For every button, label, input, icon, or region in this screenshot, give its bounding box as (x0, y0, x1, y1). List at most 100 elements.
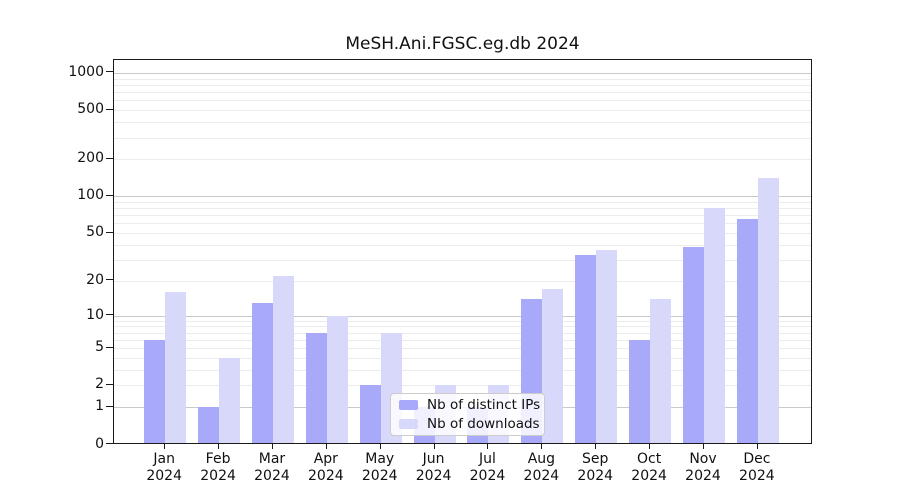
bar-downloads (757, 178, 779, 444)
bar-downloads (219, 357, 241, 444)
y-tick-label: 100 (77, 187, 104, 204)
legend-entry: Nb of distinct IPs (399, 397, 540, 413)
y-tick-mark (106, 157, 113, 159)
month-label: Jan (153, 451, 175, 467)
gridline-minor (114, 159, 811, 161)
x-tick-mark (325, 444, 327, 449)
legend-label: Nb of downloads (427, 416, 540, 432)
y-tick-mark (106, 108, 113, 110)
year-label: 2024 (254, 468, 290, 484)
x-tick-label: Feb 2024 (188, 451, 248, 485)
bar-downloads (326, 315, 348, 444)
x-tick-mark (541, 444, 543, 449)
y-tick-mark (106, 383, 113, 385)
bar-downloads (542, 289, 564, 444)
gridline-minor (114, 320, 811, 322)
gridline-minor (114, 339, 811, 341)
chart-title: MeSH.Ani.FGSC.eg.db 2024 (345, 34, 580, 54)
month-label: May (365, 451, 395, 467)
x-tick-label: Nov 2024 (673, 451, 733, 485)
gridline-minor (114, 357, 811, 359)
gridline-minor (114, 208, 811, 210)
plot-area (113, 59, 812, 444)
y-tick-label: 50 (86, 224, 104, 241)
year-label: 2024 (685, 468, 721, 484)
y-tick-mark (106, 71, 113, 73)
y-tick-label: 20 (86, 271, 104, 288)
gridline-minor (114, 332, 811, 334)
month-label: Mar (258, 451, 286, 467)
bar-distinct-ips (629, 339, 651, 444)
y-tick-label: 0 (95, 435, 104, 452)
bar-distinct-ips (144, 339, 166, 444)
month-label: Apr (313, 451, 338, 467)
gridline-minor (114, 92, 811, 94)
gridline-minor (114, 100, 811, 102)
x-tick-mark (595, 444, 597, 449)
legend-label: Nb of distinct IPs (427, 397, 541, 413)
x-tick-label: Mar 2024 (242, 451, 302, 485)
gridline-major (114, 315, 811, 317)
x-tick-mark (164, 444, 166, 449)
month-label: Jun (422, 451, 445, 467)
bar-downloads (704, 208, 725, 444)
x-tick-label: Jul 2024 (457, 451, 517, 485)
year-label: 2024 (415, 468, 452, 484)
bar-distinct-ips (683, 247, 704, 444)
x-tick-mark (271, 444, 273, 449)
x-tick-mark (433, 444, 435, 449)
y-tick-mark (106, 346, 113, 348)
x-tick-label: Jun 2024 (404, 451, 464, 485)
month-label: Oct (637, 451, 662, 467)
y-tick-label: 5 (95, 339, 104, 356)
x-tick-label: May 2024 (350, 451, 410, 485)
gridline-minor (114, 78, 811, 80)
bar-downloads (165, 292, 187, 444)
year-label: 2024 (469, 468, 506, 484)
bar-distinct-ips (575, 254, 597, 444)
bar-distinct-ips (305, 332, 327, 444)
month-label: Sep (582, 451, 609, 467)
year-label: 2024 (739, 468, 775, 484)
year-label: 2024 (200, 468, 236, 484)
gridline-major (114, 196, 811, 198)
x-tick-mark (649, 444, 651, 449)
month-label: Jul (479, 451, 496, 467)
gridline-minor (114, 223, 811, 225)
x-tick-label: Dec 2024 (727, 451, 787, 485)
month-label: Nov (689, 451, 717, 467)
x-tick-mark (487, 444, 489, 449)
x-tick-label: Jan 2024 (134, 451, 194, 485)
bar-downloads (272, 275, 294, 444)
gridline-minor (114, 385, 811, 387)
bar-downloads (650, 298, 672, 444)
y-tick-label: 1 (95, 398, 104, 415)
y-tick-label: 200 (77, 150, 104, 167)
x-tick-label: Aug 2024 (511, 451, 571, 485)
x-tick-mark (756, 444, 758, 449)
y-tick-mark (106, 314, 113, 316)
gridline-minor (114, 369, 811, 371)
y-tick-mark (106, 194, 113, 196)
legend-entry: Nb of downloads (399, 416, 540, 432)
x-tick-label: Oct 2024 (619, 451, 679, 485)
year-label: 2024 (523, 468, 560, 484)
gridline-minor (114, 280, 811, 282)
gridline-major (114, 72, 811, 74)
y-tick-mark (106, 405, 113, 407)
month-label: Feb (205, 451, 231, 467)
month-label: Aug (527, 451, 556, 467)
legend-swatch (399, 400, 418, 410)
y-tick-label: 2 (95, 376, 104, 393)
gridline-minor (114, 244, 811, 246)
bar-downloads (596, 250, 618, 444)
year-label: 2024 (146, 468, 182, 484)
gridline-minor (114, 201, 811, 203)
gridline-minor (114, 326, 811, 328)
year-label: 2024 (361, 468, 398, 484)
y-tick-mark (106, 231, 113, 233)
x-tick-mark (218, 444, 220, 449)
year-label: 2024 (577, 468, 614, 484)
x-tick-label: Apr 2024 (296, 451, 356, 485)
